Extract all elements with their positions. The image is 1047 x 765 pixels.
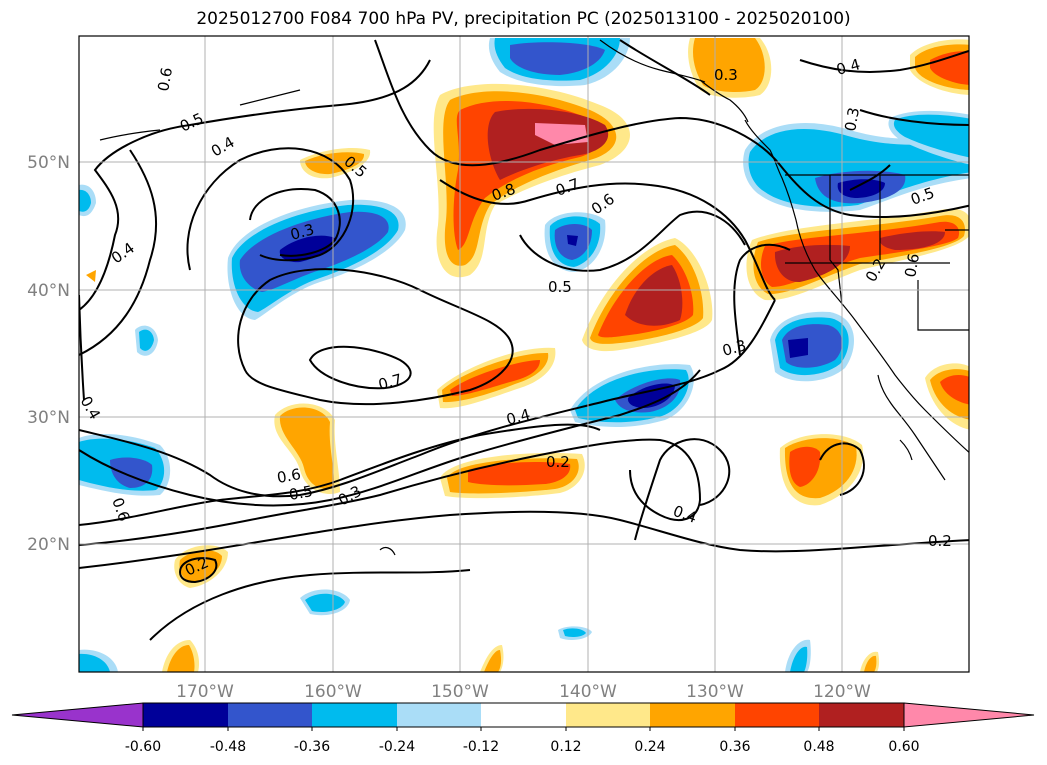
contour-label: 0.4	[77, 393, 105, 423]
lon-label-120w: 120°W	[813, 682, 871, 702]
contour-label: 0.3	[841, 106, 863, 133]
lat-label-40n: 40°N	[27, 281, 70, 301]
colorbar-tick-label: 0.48	[803, 739, 834, 755]
latitude-labels: 50°N 40°N 30°N 20°N	[27, 153, 70, 555]
colorbar-tick-label: -0.36	[294, 739, 330, 755]
colorbar-tick-label: 0.12	[550, 739, 581, 755]
contour-label: 0.2	[928, 532, 952, 550]
colorbar-bin	[481, 703, 566, 727]
colorbar-tick-label: 0.36	[719, 739, 750, 755]
colorbar-extend-high	[903, 702, 1035, 728]
lon-label-140w: 140°W	[559, 682, 617, 702]
contour-label: 0.6	[588, 190, 618, 218]
colorbar-tick-labels: -0.60 -0.48 -0.36 -0.24 -0.12 0.12 0.24 …	[125, 739, 920, 755]
contour-label: 0.3	[720, 336, 748, 360]
colorbar-bin	[735, 703, 819, 727]
contour-label: 0.4	[504, 405, 532, 429]
colorbar-bin	[819, 703, 904, 727]
colorbar-tick-label: 0.60	[888, 739, 919, 755]
contour-label: 0.4	[208, 133, 238, 161]
contour-label: 0.3	[714, 66, 738, 84]
lat-label-30n: 30°N	[27, 408, 70, 428]
colorbar-tick-label: -0.48	[210, 739, 246, 755]
contour-label: 0.6	[276, 465, 303, 487]
contour-label: 0.6	[154, 66, 176, 93]
colorbar: -0.60 -0.48 -0.36 -0.24 -0.12 0.12 0.24 …	[11, 702, 1035, 755]
colorbar-ticks	[142, 727, 905, 731]
precip-shading-positive	[86, 38, 969, 672]
contour-label: 0.4	[671, 502, 700, 527]
colorbar-tick-label: 0.24	[634, 739, 665, 755]
colorbar-bin	[397, 703, 481, 727]
colorbar-extend-low	[11, 702, 144, 728]
colorbar-bin	[143, 703, 228, 727]
pv-contours	[79, 39, 969, 641]
lon-label-150w: 150°W	[431, 682, 489, 702]
colorbar-tick-label: -0.12	[463, 739, 499, 755]
contour-label: 0.5	[177, 109, 206, 135]
contour-label: 0.2	[546, 453, 570, 471]
colorbar-bin	[650, 703, 735, 727]
contour-label: 0.7	[553, 175, 582, 200]
contour-label: 0.3	[288, 220, 316, 244]
contour-labels: 0.6 0.5 0.4 0.4 0.3 0.5 0.8 0.7 0.6 0.5 …	[77, 55, 952, 579]
lat-label-20n: 20°N	[27, 535, 70, 555]
colorbar-tick-label: -0.24	[379, 739, 415, 755]
longitude-labels: 170°W 160°W 150°W 140°W 130°W 120°W	[176, 682, 871, 702]
coastlines	[99, 39, 969, 556]
map-frame	[78, 35, 970, 673]
lon-label-170w: 170°W	[176, 682, 234, 702]
contour-label: 0.6	[901, 252, 923, 279]
contour-label: 0.7	[376, 370, 404, 394]
contour-label: 0.4	[834, 55, 862, 79]
graticule	[79, 36, 969, 672]
contour-label: 0.5	[288, 482, 315, 504]
lon-label-130w: 130°W	[686, 682, 744, 702]
precip-shading-negative	[79, 38, 969, 672]
colorbar-tick-label: -0.60	[125, 739, 161, 755]
colorbar-bin	[228, 703, 312, 727]
colorbar-bin	[566, 703, 650, 727]
colorbar-bin	[312, 703, 397, 727]
lat-label-50n: 50°N	[27, 153, 70, 173]
colorbar-frame	[142, 702, 905, 728]
contour-label: 0.5	[548, 278, 572, 296]
map-title: 2025012700 F084 700 hPa PV, precipitatio…	[196, 9, 851, 29]
lon-label-160w: 160°W	[304, 682, 362, 702]
